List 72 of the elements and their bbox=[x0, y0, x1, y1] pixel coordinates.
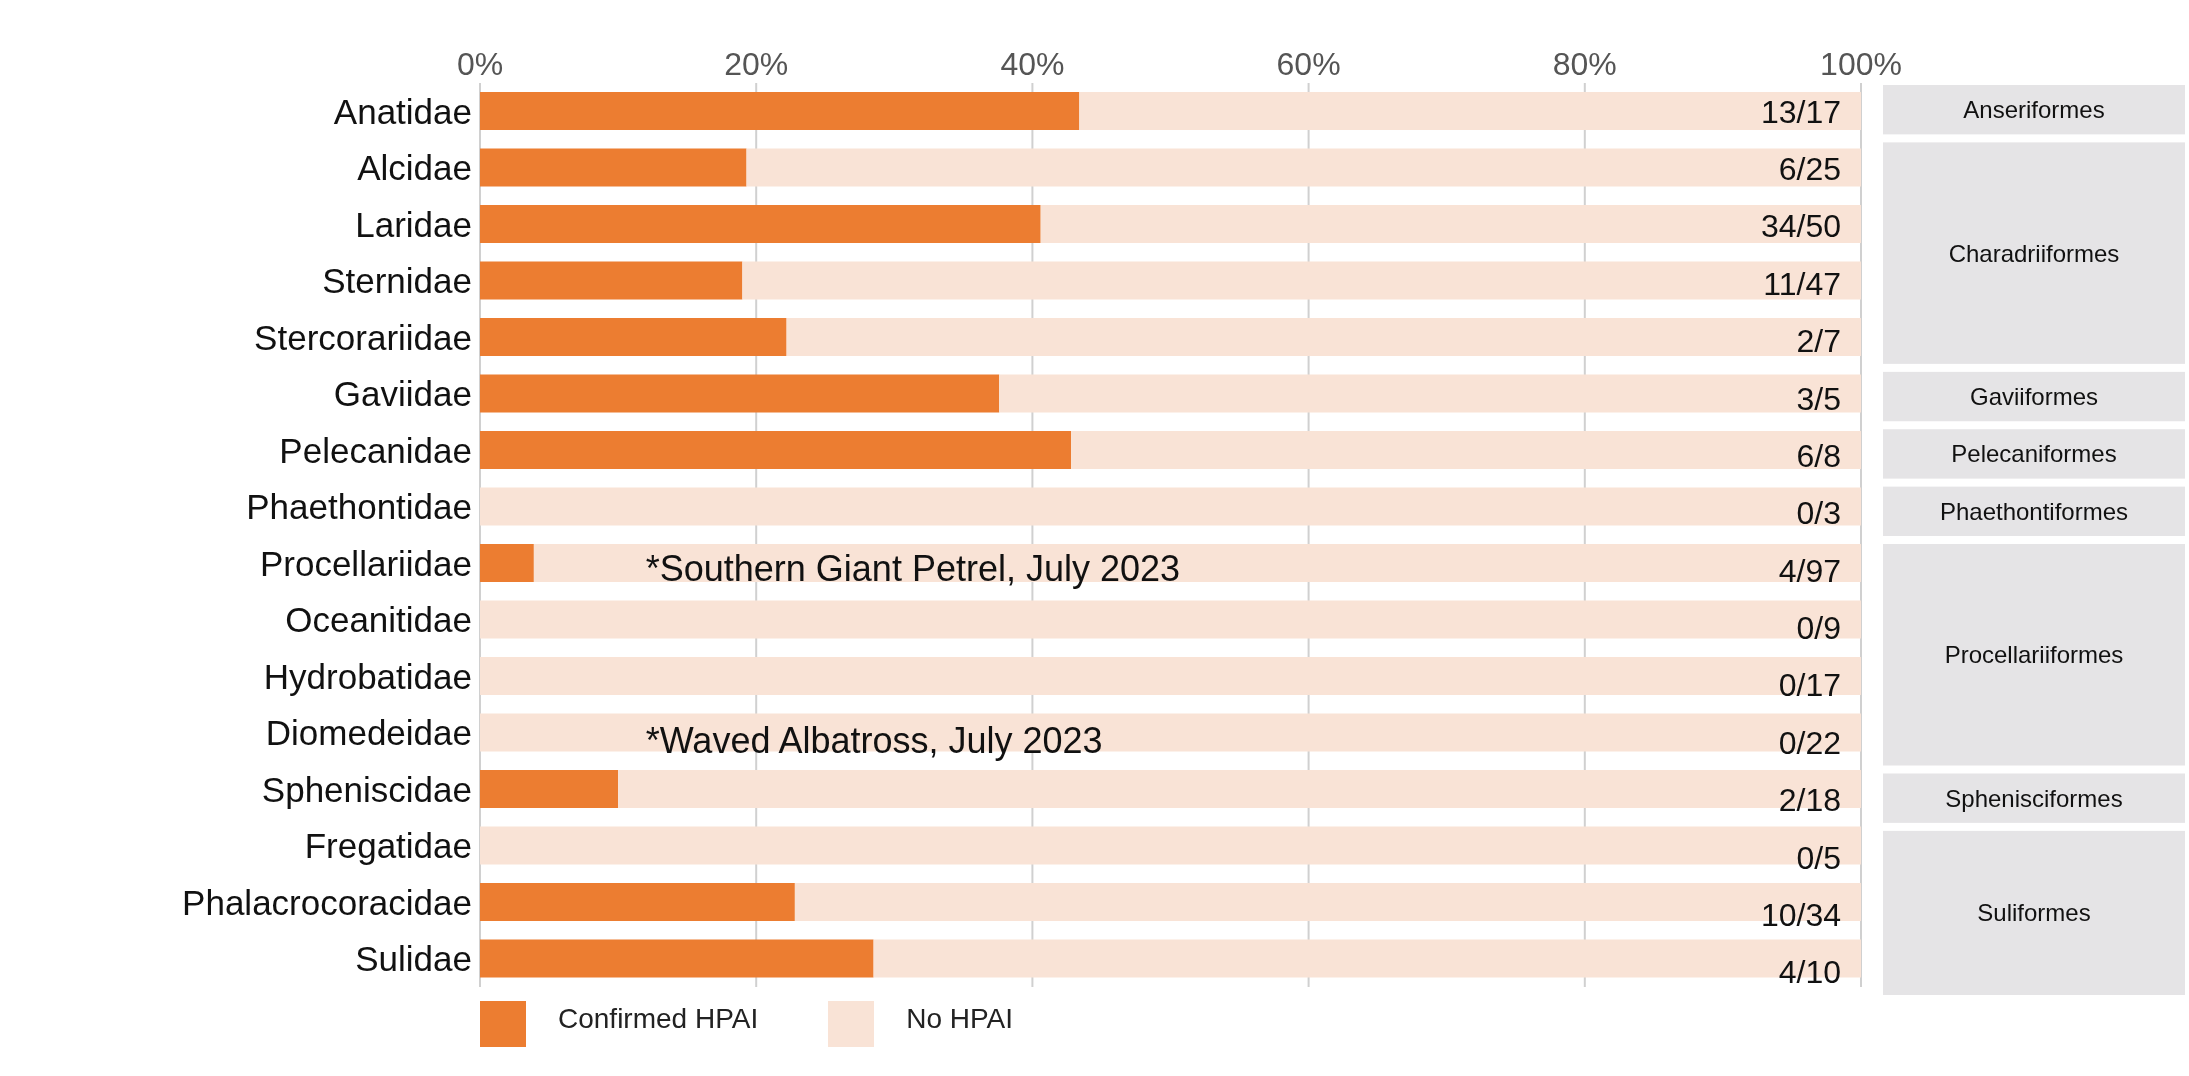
y-tick-label: Alcidae bbox=[357, 148, 472, 188]
bar bbox=[1040, 205, 1861, 244]
bar bbox=[480, 374, 1000, 413]
y-tick-label: Phaethontidae bbox=[246, 487, 472, 527]
bar bbox=[480, 431, 1072, 470]
annotation: 3/5 bbox=[1796, 380, 1841, 417]
bar bbox=[480, 92, 1080, 131]
x-tick-label: 20% bbox=[724, 46, 789, 82]
bar bbox=[742, 261, 1861, 300]
annotation: 0/3 bbox=[1796, 495, 1841, 532]
annotation: 6/8 bbox=[1796, 437, 1841, 474]
text: Suliformes bbox=[1977, 899, 2091, 927]
bar bbox=[480, 657, 1861, 696]
annotation: *Southern Giant Petrel, July 2023 bbox=[645, 548, 1181, 590]
legend-label: No HPAI bbox=[906, 1003, 1014, 1035]
annotation: 0/5 bbox=[1796, 839, 1841, 876]
x-tick-label: 60% bbox=[1276, 46, 1341, 82]
annotation: 13/17 bbox=[1760, 93, 1841, 130]
y-tick-label: Laridae bbox=[355, 204, 472, 244]
x-tick-label: 40% bbox=[1000, 46, 1065, 82]
annotation: *Waved Albatross, July 2023 bbox=[645, 720, 1103, 762]
annotation: 6/25 bbox=[1778, 151, 1841, 188]
bar bbox=[480, 261, 743, 300]
y-tick-label: Spheniscidae bbox=[261, 769, 472, 809]
y-tick-label: Diomedeidae bbox=[265, 713, 472, 753]
x-tick-label: 80% bbox=[1552, 46, 1617, 82]
annotation: 0/22 bbox=[1778, 724, 1841, 761]
annotation: 0/9 bbox=[1796, 610, 1841, 647]
text: Anseriformes bbox=[1963, 96, 2105, 124]
annotation: 4/97 bbox=[1778, 552, 1841, 589]
y-tick-label: Oceanitidae bbox=[285, 600, 472, 640]
x-tick-label: 100% bbox=[1820, 46, 1902, 82]
legend-label: Confirmed HPAI bbox=[558, 1003, 759, 1035]
y-tick-label: Hydrobatidae bbox=[263, 656, 472, 696]
bar bbox=[480, 487, 1861, 526]
y-tick-label: Stercorariidae bbox=[254, 317, 472, 357]
x-tick-label: 0% bbox=[456, 46, 504, 82]
bar bbox=[480, 544, 534, 583]
y-tick-label: Fregatidae bbox=[304, 826, 472, 866]
text: Sphenisciformes bbox=[1945, 784, 2123, 812]
bar bbox=[480, 770, 619, 809]
bar bbox=[480, 148, 747, 187]
y-tick-label: Sulidae bbox=[355, 939, 472, 979]
bar bbox=[746, 148, 1861, 187]
annotation: 0/17 bbox=[1778, 667, 1841, 704]
bar bbox=[480, 883, 795, 922]
y-tick-label: Phalacrocoracidae bbox=[182, 882, 472, 922]
annotation: 11/47 bbox=[1763, 265, 1841, 302]
bar bbox=[480, 600, 1861, 639]
text: Charadriiformes bbox=[1948, 239, 2120, 267]
bar bbox=[480, 939, 874, 978]
y-tick-label: Pelecanidae bbox=[279, 430, 472, 470]
text: Procellariiformes bbox=[1944, 641, 2124, 669]
bar bbox=[480, 318, 787, 357]
annotation: 10/34 bbox=[1760, 896, 1841, 933]
y-tick-label: Procellariidae bbox=[259, 543, 472, 583]
bar bbox=[786, 318, 1861, 357]
annotation: 2/7 bbox=[1796, 323, 1841, 360]
bar bbox=[618, 770, 1861, 809]
annotation: 2/18 bbox=[1778, 782, 1841, 819]
y-tick-label: Sternidae bbox=[322, 261, 472, 301]
y-tick-label: Gaviidae bbox=[333, 374, 472, 414]
bar bbox=[1079, 92, 1861, 131]
y-tick-label: Anatidae bbox=[333, 91, 472, 131]
bar bbox=[480, 205, 1041, 244]
annotation: 34/50 bbox=[1760, 208, 1841, 245]
text: Phaethontiformes bbox=[1939, 497, 2129, 525]
text: Pelecaniformes bbox=[1951, 440, 2117, 468]
annotation: 4/10 bbox=[1778, 954, 1841, 991]
text: Gaviiformes bbox=[1969, 383, 2099, 411]
bar bbox=[999, 374, 1861, 413]
bar bbox=[1071, 431, 1861, 470]
